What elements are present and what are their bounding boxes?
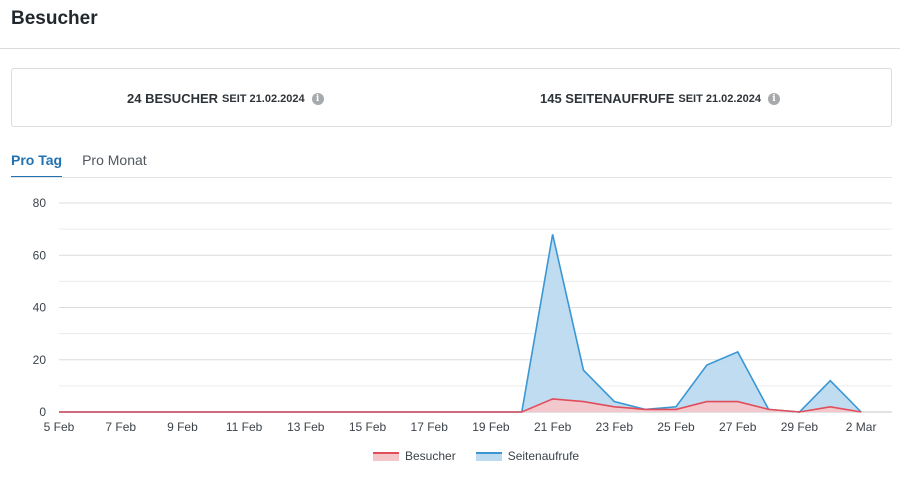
pageviews-since: SEIT 21.02.2024 — [678, 92, 761, 105]
legend-swatch-besucher — [373, 451, 399, 461]
legend-label-seitenaufrufe: Seitenaufrufe — [507, 449, 580, 463]
x-tick-label: 13 Feb — [287, 420, 325, 434]
visitors-count: 24 BESUCHER — [127, 91, 219, 106]
tab-pro-tag[interactable]: Pro Tag — [11, 150, 63, 178]
visitors-stat: 24 BESUCHER SEIT 21.02.2024 i — [127, 91, 324, 106]
legend-swatch-seitenaufrufe — [475, 451, 502, 461]
legend-label-besucher: Besucher — [405, 449, 456, 463]
visitors-since: SEIT 21.02.2024 — [222, 92, 305, 105]
series-area-seitenaufrufe — [59, 234, 862, 412]
x-tick-label: 23 Feb — [596, 420, 634, 434]
x-tick-label: 2 Mar — [846, 420, 877, 434]
x-tick-label: 21 Feb — [534, 420, 572, 434]
legend-item-seitenaufrufe[interactable]: Seitenaufrufe — [475, 449, 580, 463]
chart-legend: Besucher Seitenaufrufe — [373, 449, 599, 463]
y-tick-label: 0 — [39, 405, 46, 419]
x-tick-label: 27 Feb — [719, 420, 757, 434]
x-tick-label: 9 Feb — [167, 420, 198, 434]
x-tick-label: 25 Feb — [657, 420, 695, 434]
y-tick-label: 20 — [33, 353, 47, 367]
pageviews-count: 145 SEITENAUFRUFE — [540, 91, 675, 106]
y-tick-label: 40 — [33, 301, 47, 315]
x-tick-label: 7 Feb — [105, 420, 136, 434]
x-tick-label: 29 Feb — [781, 420, 819, 434]
y-tick-label: 80 — [33, 196, 47, 210]
page-title: Besucher — [11, 8, 98, 29]
x-tick-label: 15 Feb — [349, 420, 387, 434]
y-tick-label: 60 — [33, 248, 47, 262]
summary-box: 24 BESUCHER SEIT 21.02.2024 i 145 SEITEN… — [11, 68, 892, 127]
info-icon[interactable]: i — [767, 92, 780, 105]
info-icon[interactable]: i — [311, 92, 324, 105]
tabs-divider — [11, 177, 892, 178]
x-tick-label: 11 Feb — [226, 420, 263, 434]
pageviews-stat: 145 SEITENAUFRUFE SEIT 21.02.2024 i — [540, 91, 780, 106]
tab-pro-monat[interactable]: Pro Monat — [82, 152, 147, 168]
visitors-chart: 0 20 40 60 80 5 Feb 7 Feb 9 Feb 11 Feb 13 Feb 15 F… — [33, 196, 892, 434]
legend-item-besucher[interactable]: Besucher — [373, 449, 456, 463]
x-tick-label: 5 Feb — [44, 420, 75, 434]
x-tick-label: 19 Feb — [472, 420, 510, 434]
x-tick-label: 17 Feb — [411, 420, 449, 434]
header-divider — [0, 48, 900, 49]
period-tabs: Pro Tag Pro Monat — [11, 150, 167, 178]
